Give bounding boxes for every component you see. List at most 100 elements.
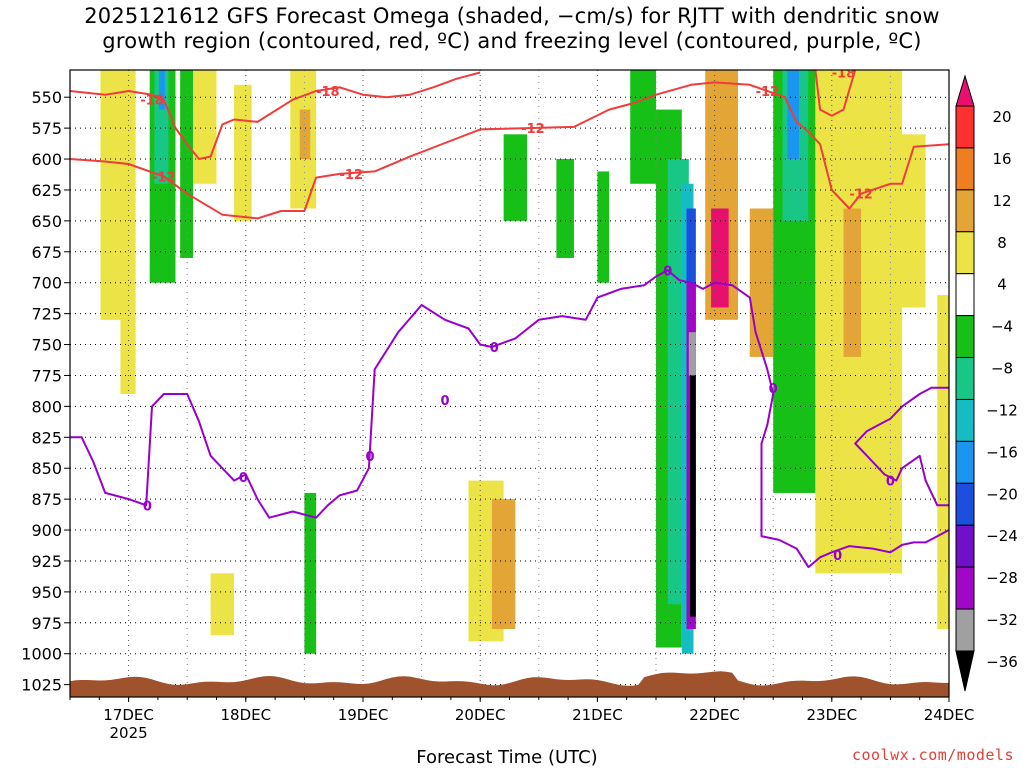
y-tick-label-975: 975 bbox=[31, 614, 62, 633]
omega-shade-24 bbox=[689, 375, 696, 617]
y-tick-label-625: 625 bbox=[31, 181, 62, 200]
omega-shade-34 bbox=[937, 295, 949, 629]
freezing-contour-2 bbox=[854, 386, 949, 507]
colorbar-segment-8 bbox=[955, 440, 975, 484]
x-tick-label-19DEC: 19DEC bbox=[338, 706, 389, 724]
omega-shade-15 bbox=[556, 159, 574, 258]
ground-surface bbox=[70, 671, 949, 697]
contour-label-b: -18 bbox=[140, 94, 164, 109]
x-tick-label-23DEC: 23DEC bbox=[807, 706, 858, 724]
dendritic-contour-1 bbox=[70, 81, 949, 220]
credit-text: coolwx.com/models bbox=[851, 746, 1014, 764]
chart-title-line1: 2025121612 GFS Forecast Omega (shaded, −… bbox=[84, 4, 940, 28]
x-tick-label-18DEC: 18DEC bbox=[221, 706, 272, 724]
colorbar-label-3: 8 bbox=[997, 234, 1007, 252]
y-tick-label-850: 850 bbox=[31, 459, 62, 478]
colorbar-segment-9 bbox=[955, 482, 975, 526]
omega-shade-17 bbox=[630, 70, 656, 184]
colorbar-label-1: 16 bbox=[992, 150, 1011, 168]
colorbar-top-arrow bbox=[955, 74, 975, 107]
contour-label-d: -12 bbox=[340, 168, 364, 183]
x-tick-label-17DEC: 17DEC bbox=[103, 706, 154, 724]
x-tick-label-20DEC: 20DEC bbox=[455, 706, 506, 724]
freeze-label-d: 0 bbox=[441, 394, 450, 409]
colorbar-label-9: −20 bbox=[986, 485, 1018, 503]
colorbar-segment-3 bbox=[955, 231, 975, 275]
freeze-label-g: 0 bbox=[769, 382, 778, 397]
y-tick-label-750: 750 bbox=[31, 336, 62, 355]
colorbar-segment-6 bbox=[955, 357, 975, 400]
omega-shade-10 bbox=[210, 573, 235, 636]
freeze-label-a: 0 bbox=[143, 499, 152, 514]
freeze-label-f: 0 bbox=[663, 264, 672, 279]
contour-label-g: -12 bbox=[849, 188, 873, 203]
colorbar-segment-10 bbox=[955, 524, 975, 568]
colorbar-label-6: −8 bbox=[991, 360, 1013, 378]
omega-shade-1 bbox=[120, 70, 136, 395]
freeze-label-i: 0 bbox=[886, 475, 895, 490]
colorbar-label-5: −4 bbox=[991, 318, 1013, 336]
colorbar-segment-0 bbox=[955, 105, 975, 149]
freeze-label-c: 0 bbox=[366, 450, 375, 465]
colorbar-label-10: −24 bbox=[986, 527, 1018, 545]
x-year-label: 2025 bbox=[110, 724, 148, 742]
chart-title-line2: growth region (contoured, red, ºC) and f… bbox=[102, 29, 922, 53]
y-tick-label-925: 925 bbox=[31, 552, 62, 571]
colorbar-label-0: 20 bbox=[992, 108, 1011, 126]
omega-shade-26 bbox=[711, 208, 729, 308]
y-tick-label-550: 550 bbox=[31, 88, 62, 107]
y-tick-label-675: 675 bbox=[31, 243, 62, 262]
colorbar-label-2: 12 bbox=[992, 192, 1011, 210]
omega-shade-21 bbox=[686, 208, 696, 333]
omega-shade-16 bbox=[597, 171, 610, 283]
omega-shade-32 bbox=[843, 208, 862, 357]
colorbar-segment-12 bbox=[955, 608, 975, 652]
y-tick-label-650: 650 bbox=[31, 212, 62, 231]
contour-label-h: -18 bbox=[832, 66, 856, 81]
omega-shade-14 bbox=[503, 134, 528, 221]
colorbar-segment-5 bbox=[955, 315, 975, 359]
dendritic-contour-0 bbox=[70, 71, 481, 160]
omega-shade-7 bbox=[234, 84, 252, 221]
omega-shade-11 bbox=[304, 492, 317, 654]
dendritic-contour-2 bbox=[814, 70, 857, 117]
colorbar-label-8: −16 bbox=[986, 443, 1018, 461]
y-tick-label-600: 600 bbox=[31, 150, 62, 169]
colorbar-segment-1 bbox=[955, 147, 975, 191]
colorbar-segment-4 bbox=[955, 273, 975, 317]
contour-label-f: -12 bbox=[756, 85, 780, 100]
y-tick-label-1000: 1000 bbox=[21, 645, 62, 664]
y-tick-label-800: 800 bbox=[31, 397, 62, 416]
contour-label-a: -18 bbox=[316, 85, 340, 100]
colorbar-label-11: −28 bbox=[986, 569, 1018, 587]
y-tick-label-700: 700 bbox=[31, 274, 62, 293]
colorbar-segment-2 bbox=[955, 189, 975, 233]
omega-shade-13 bbox=[491, 499, 516, 629]
x-tick-label-24DEC: 24DEC bbox=[924, 706, 975, 724]
colorbar-bottom-arrow bbox=[955, 650, 975, 692]
omega-shade-5 bbox=[180, 70, 194, 258]
omega-shade-9 bbox=[299, 109, 311, 160]
omega-shade-0 bbox=[100, 70, 123, 320]
colorbar-label-13: −36 bbox=[986, 653, 1018, 671]
y-tick-label-725: 725 bbox=[31, 305, 62, 324]
freeze-label-b: 0 bbox=[239, 471, 248, 486]
omega-shade-4 bbox=[159, 70, 165, 110]
colorbar-label-7: −12 bbox=[986, 401, 1018, 419]
freeze-label-h: 0 bbox=[833, 549, 842, 564]
freeze-label-e: 0 bbox=[490, 341, 499, 356]
x-tick-label-22DEC: 22DEC bbox=[689, 706, 740, 724]
y-tick-label-875: 875 bbox=[31, 490, 62, 509]
x-axis-title: Forecast Time (UTC) bbox=[416, 747, 598, 768]
contour-label-e: -12 bbox=[521, 122, 545, 137]
omega-shade-27 bbox=[749, 208, 774, 357]
colorbar-segment-11 bbox=[955, 566, 975, 610]
colorbar-label-4: 4 bbox=[997, 276, 1007, 294]
y-tick-label-900: 900 bbox=[31, 521, 62, 540]
freezing-contour bbox=[70, 269, 949, 569]
colorbar-segment-7 bbox=[955, 398, 975, 442]
contour-label-c: -12 bbox=[152, 170, 176, 185]
y-tick-label-825: 825 bbox=[31, 428, 62, 447]
